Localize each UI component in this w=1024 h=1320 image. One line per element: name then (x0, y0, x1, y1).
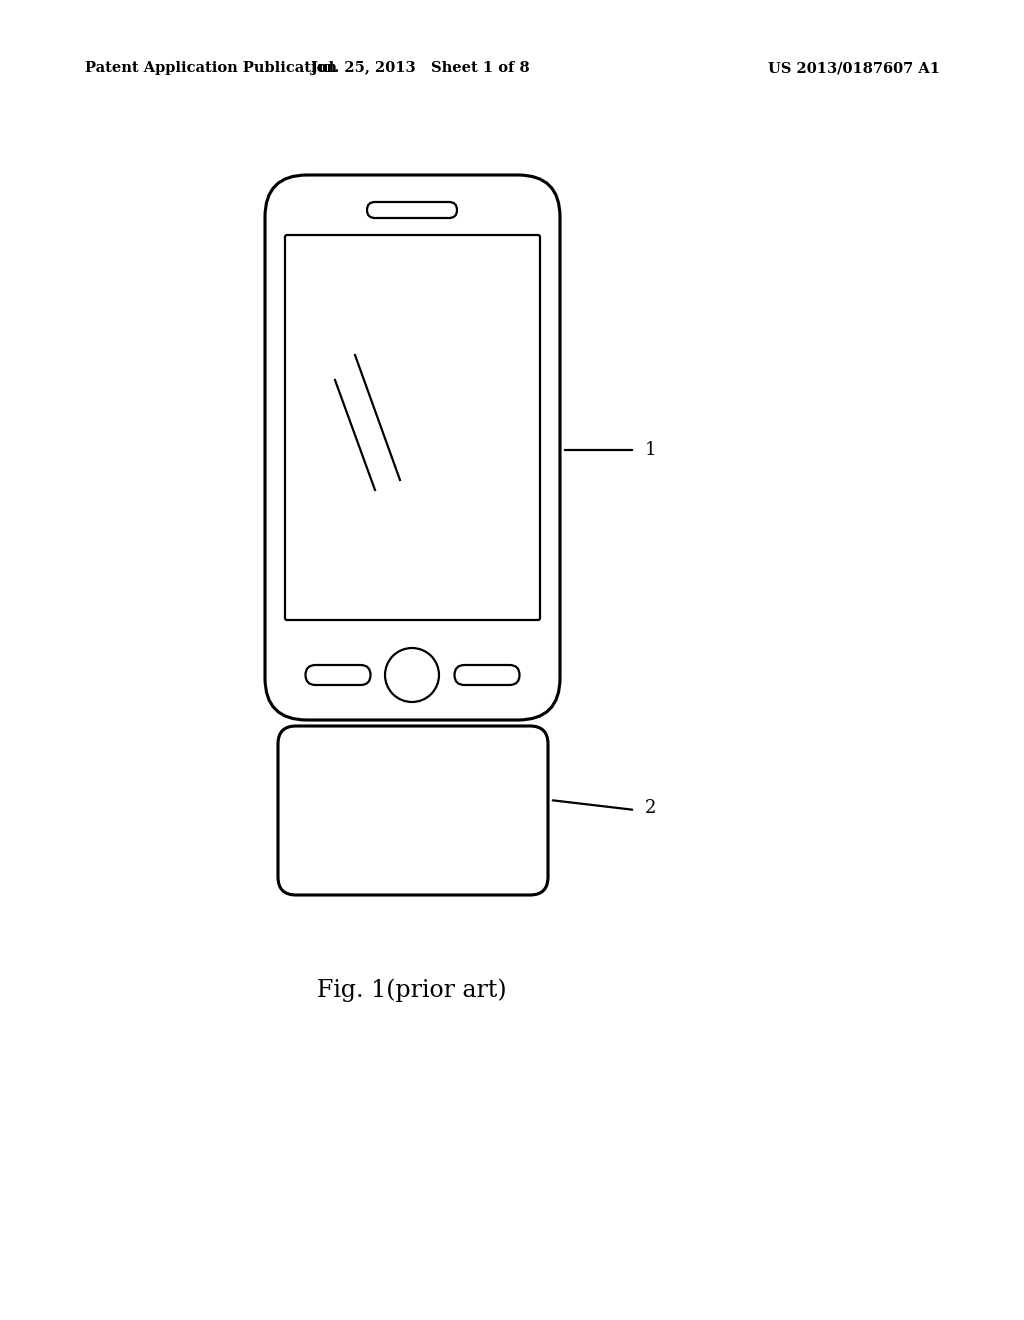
FancyBboxPatch shape (367, 202, 457, 218)
FancyBboxPatch shape (455, 665, 519, 685)
FancyBboxPatch shape (305, 665, 371, 685)
Text: Patent Application Publication: Patent Application Publication (85, 61, 337, 75)
Text: 2: 2 (645, 799, 656, 817)
Text: Jul. 25, 2013   Sheet 1 of 8: Jul. 25, 2013 Sheet 1 of 8 (310, 61, 529, 75)
FancyBboxPatch shape (285, 235, 540, 620)
FancyBboxPatch shape (278, 726, 548, 895)
Circle shape (385, 648, 439, 702)
FancyBboxPatch shape (265, 176, 560, 719)
Text: Fig. 1(prior art): Fig. 1(prior art) (317, 978, 507, 1002)
Text: 1: 1 (645, 441, 656, 459)
Text: US 2013/0187607 A1: US 2013/0187607 A1 (768, 61, 940, 75)
